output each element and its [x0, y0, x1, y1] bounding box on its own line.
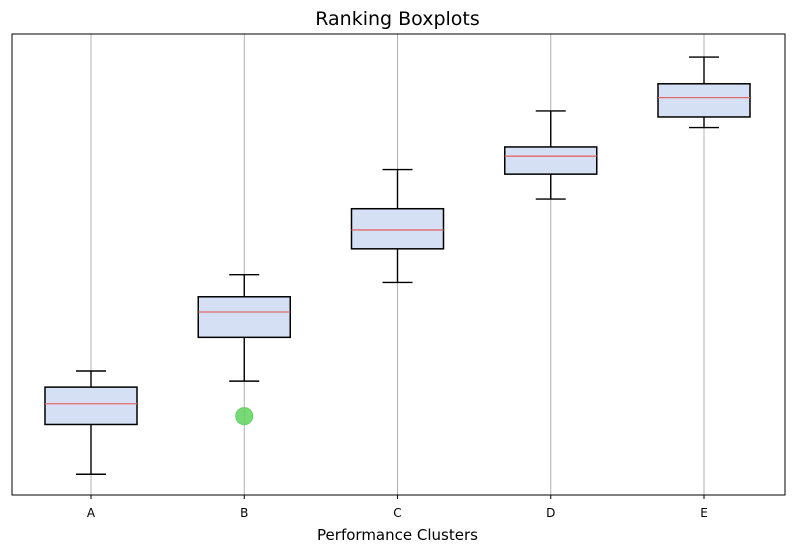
box-iqr: [197, 296, 291, 339]
plot-frame: [11, 33, 786, 496]
box-iqr: [350, 207, 445, 250]
x-tick-label-b: B: [240, 506, 248, 520]
outlier-point: [235, 407, 254, 426]
x-ticks: A B C D E: [87, 495, 708, 520]
box-iqr: [657, 83, 751, 118]
box-b: [197, 273, 291, 426]
box-iqr: [44, 386, 138, 426]
box-a: [44, 370, 138, 475]
box-c: [350, 168, 445, 284]
x-tick-label-d: D: [546, 506, 555, 520]
box-iqr: [504, 146, 598, 175]
box-e: [657, 56, 751, 129]
x-tick-label-a: A: [87, 506, 96, 520]
x-tick-label-c: C: [393, 506, 401, 520]
boxes: [44, 56, 751, 475]
chart-title: Ranking Boxplots: [315, 8, 480, 30]
box-d: [504, 110, 598, 200]
x-tick-label-e: E: [700, 506, 708, 520]
x-axis-label: Performance Clusters: [317, 526, 478, 544]
